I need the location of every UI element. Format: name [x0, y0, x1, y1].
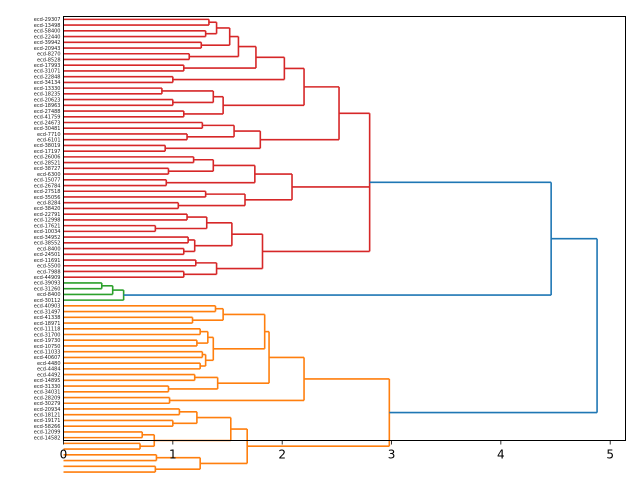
- leaf-label: ecd-58266: [34, 424, 61, 430]
- leaf-label: ecd-24501: [34, 252, 61, 258]
- leaf-label: ecd-38552: [34, 241, 61, 247]
- leaf-label: ecd-31700: [34, 332, 61, 338]
- leaf-label: ecd-28521: [34, 160, 61, 166]
- leaf-label: ecd-8528: [37, 57, 61, 63]
- leaf-label: ecd-40607: [34, 355, 61, 361]
- x-tick-label: 4: [497, 448, 505, 462]
- leaf-label: ecd-12998: [34, 218, 61, 224]
- leaf-label: ecd-39093: [34, 281, 61, 287]
- leaf-label: ecd-34134: [34, 80, 61, 86]
- leaf-label: ecd-22848: [34, 74, 61, 80]
- leaf-label: ecd-34952: [34, 235, 61, 241]
- leaf-label: ecd-6101: [37, 137, 61, 143]
- leaf-label: ecd-18963: [34, 103, 61, 109]
- leaf-label: ecd-4480: [37, 361, 61, 367]
- leaf-label: ecd-27488: [34, 109, 61, 115]
- x-tick-label: 2: [278, 448, 286, 462]
- leaf-label: ecd-18235: [34, 92, 61, 98]
- leaf-label: ecd-8284: [37, 201, 61, 207]
- leaf-label: ecd-6300: [37, 172, 61, 178]
- leaf-label: ecd-29307: [34, 17, 61, 23]
- leaf-label: ecd-22791: [34, 212, 61, 218]
- leaf-label: ecd-27518: [34, 189, 61, 195]
- leaf-label: ecd-4492: [37, 372, 61, 378]
- leaf-label: ecd-11118: [34, 327, 61, 333]
- leaf-label: ecd-7710: [37, 132, 61, 138]
- leaf-label: ecd-10034: [34, 229, 61, 235]
- leaf-label: ecd-58400: [34, 29, 61, 35]
- leaf-label: ecd-5500: [37, 264, 61, 270]
- leaf-label: ecd-22440: [34, 34, 61, 40]
- leaf-labels: ecd-29307ecd-13498ecd-58400ecd-22440ecd-…: [34, 17, 61, 441]
- leaf-label: ecd-30481: [34, 126, 61, 132]
- leaf-label: ecd-13330: [34, 86, 61, 92]
- leaf-label: ecd-31497: [34, 309, 61, 315]
- leaf-label: ecd-26006: [34, 155, 61, 161]
- leaf-label: ecd-31260: [34, 286, 61, 292]
- leaf-label: ecd-20623: [34, 97, 61, 103]
- leaf-label: ecd-39942: [34, 40, 61, 46]
- leaf-label: ecd-38019: [34, 143, 61, 149]
- leaf-label: ecd-44909: [34, 275, 61, 281]
- leaf-label: ecd-12099: [34, 430, 61, 436]
- leaf-label: ecd-20934: [34, 407, 61, 413]
- leaf-label: ecd-8400: [37, 246, 61, 252]
- leaf-label: ecd-30112: [34, 298, 61, 304]
- x-tick-label: 1: [169, 448, 177, 462]
- leaf-label: ecd-19730: [34, 338, 61, 344]
- leaf-label: ecd-41759: [34, 115, 61, 121]
- x-tick-label: 3: [388, 448, 396, 462]
- leaf-label: ecd-40903: [34, 304, 61, 310]
- leaf-label: ecd-17197: [34, 149, 61, 155]
- x-tick-label: 0: [60, 448, 68, 462]
- leaf-label: ecd-18971: [34, 321, 61, 327]
- leaf-label: ecd-15077: [34, 178, 61, 184]
- leaf-label: ecd-24673: [34, 120, 61, 126]
- leaf-label: ecd-26784: [34, 183, 61, 189]
- leaf-label: ecd-38420: [34, 206, 61, 212]
- leaf-label: ecd-17621: [34, 223, 61, 229]
- dendrogram-links: [63, 18, 598, 473]
- leaf-label: ecd-7988: [37, 269, 61, 275]
- leaf-label: ecd-14895: [34, 378, 61, 384]
- leaf-label: ecd-4484: [37, 367, 61, 373]
- leaf-label: ecd-13498: [34, 23, 61, 29]
- leaf-label: ecd-31330: [34, 384, 61, 390]
- leaf-label: ecd-41338: [34, 315, 61, 321]
- leaf-label: ecd-20943: [34, 46, 61, 52]
- leaf-label: ecd-11033: [34, 349, 61, 355]
- leaf-label: ecd-8270: [37, 52, 61, 58]
- leaf-label: ecd-17993: [34, 63, 61, 69]
- leaf-label: ecd-30279: [34, 401, 61, 407]
- leaf-label: ecd-10750: [34, 344, 61, 350]
- leaf-label: ecd-28209: [34, 395, 61, 401]
- leaf-label: ecd-14582: [34, 435, 61, 441]
- leaf-label: ecd-34031: [34, 390, 61, 396]
- leaf-label: ecd-31071: [34, 69, 61, 75]
- leaf-label: ecd-35056: [34, 195, 61, 201]
- x-tick-label: 5: [606, 448, 614, 462]
- leaf-label: ecd-11691: [34, 258, 61, 264]
- leaf-label: ecd-18121: [34, 413, 61, 419]
- plot-frame: [63, 16, 626, 441]
- leaf-label: ecd-38727: [34, 166, 61, 172]
- leaf-label: ecd-19171: [34, 418, 61, 424]
- leaf-label: ecd-8400: [37, 292, 61, 298]
- x-axis-ticks: 0 1 2 3 4 5: [60, 440, 614, 462]
